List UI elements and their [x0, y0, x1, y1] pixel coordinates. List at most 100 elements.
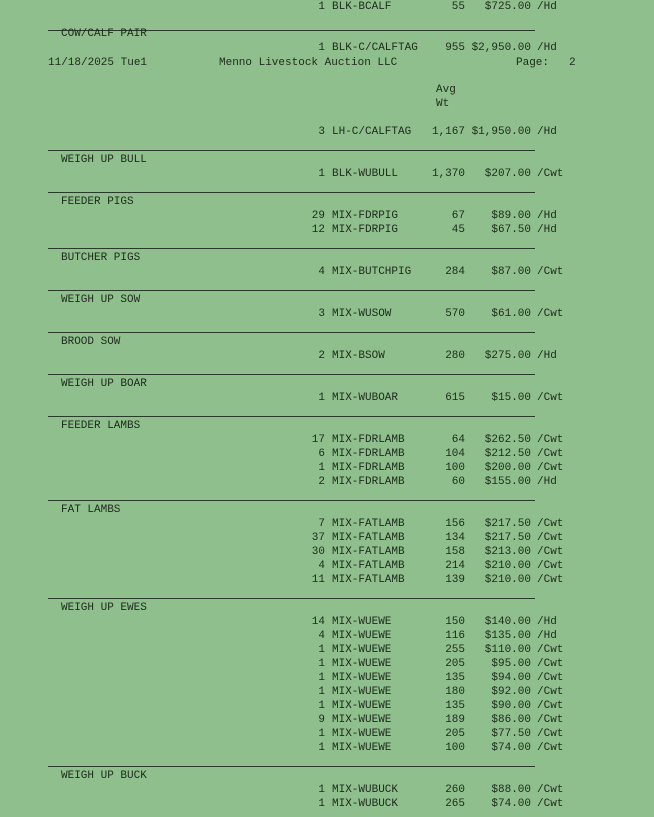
lot-avg-weight: 67: [451, 210, 465, 222]
lot-price: $135.00: [484, 630, 531, 642]
lot-description: MIX-WUEWE: [332, 742, 392, 754]
lot-avg-weight: 955: [445, 42, 465, 54]
lot-unit: /Hd: [537, 1, 557, 13]
section-divider: [48, 30, 535, 31]
lot-avg-weight: 205: [445, 728, 465, 740]
lot-unit: /Cwt: [537, 462, 564, 474]
lot-price: $275.00: [484, 350, 531, 362]
lot-quantity: 1: [318, 644, 325, 656]
lot-avg-weight: 205: [445, 658, 465, 670]
lot-description: BLK-BCALF: [332, 1, 392, 13]
lot-quantity: 1: [318, 462, 325, 474]
section-divider: [48, 766, 535, 767]
lot-unit: /Hd: [537, 42, 557, 54]
lot-avg-weight: 150: [445, 616, 465, 628]
lot-unit: /Hd: [537, 616, 557, 628]
section-divider: [48, 290, 535, 291]
lot-price: $210.00: [484, 560, 531, 572]
lot-avg-weight: 45: [451, 224, 465, 236]
lot-price: $86.00: [491, 714, 531, 726]
lot-unit: /Cwt: [537, 560, 564, 572]
lot-description: MIX-WUEWE: [332, 658, 392, 670]
lot-price: $110.00: [484, 644, 531, 656]
lot-unit: /Cwt: [537, 798, 564, 810]
lot-unit: /Cwt: [537, 168, 564, 180]
section-divider: [48, 500, 535, 501]
lot-description: MIX-WUBOAR: [332, 392, 399, 404]
lot-description: MIX-FATLAMB: [332, 532, 405, 544]
section-title: WEIGH UP SOW: [61, 294, 141, 306]
lot-unit: /Cwt: [537, 700, 564, 712]
lot-price: $67.50: [491, 224, 531, 236]
lot-description: MIX-FDRLAMB: [332, 448, 405, 460]
lot-price: $89.00: [491, 210, 531, 222]
lot-price: $155.00: [484, 476, 531, 488]
lot-description: MIX-FDRLAMB: [332, 476, 405, 488]
lot-quantity: 1: [318, 392, 325, 404]
lot-quantity: 1: [318, 728, 325, 740]
lot-quantity: 4: [318, 630, 325, 642]
lot-avg-weight: 255: [445, 644, 465, 656]
lot-quantity: 7: [318, 518, 325, 530]
lot-description: BLK-C/CALFTAG: [332, 42, 418, 54]
report-date: 11/18/2025 Tue1: [48, 57, 148, 69]
section-title: WEIGH UP BULL: [61, 154, 147, 166]
lot-avg-weight: 265: [445, 798, 465, 810]
lot-quantity: 2: [318, 476, 325, 488]
lot-description: MIX-WUSOW: [332, 308, 392, 320]
section-title: WEIGH UP EWES: [61, 602, 147, 614]
lot-price: $15.00: [491, 392, 531, 404]
lot-avg-weight: 1,370: [431, 168, 465, 180]
lot-avg-weight: 55: [451, 1, 465, 13]
lot-description: MIX-BUTCHPIG: [332, 266, 412, 278]
lot-description: MIX-WUEWE: [332, 616, 392, 628]
lot-quantity: 2: [318, 350, 325, 362]
lot-price: $210.00: [484, 574, 531, 586]
section-title: WEIGH UP BOAR: [61, 378, 147, 390]
lot-unit: /Cwt: [537, 434, 564, 446]
lot-avg-weight: 135: [445, 672, 465, 684]
section-divider: [48, 598, 535, 599]
lot-avg-weight: 570: [445, 308, 465, 320]
lot-avg-weight: 100: [445, 462, 465, 474]
lot-unit: /Cwt: [537, 658, 564, 670]
lot-quantity: 1: [318, 658, 325, 670]
lot-quantity: 4: [318, 266, 325, 278]
lot-price: $87.00: [491, 266, 531, 278]
lot-price: $217.50: [484, 518, 531, 530]
lot-description: MIX-WUEWE: [332, 644, 392, 656]
section-title: FEEDER PIGS: [61, 196, 134, 208]
lot-price: $92.00: [491, 686, 531, 698]
lot-description: LH-C/CALFTAG: [332, 126, 412, 138]
lot-description: MIX-WUEWE: [332, 700, 392, 712]
lot-price: $88.00: [491, 784, 531, 796]
lot-quantity: 9: [318, 714, 325, 726]
lot-price: $1,950.00: [471, 126, 531, 138]
lot-quantity: 37: [311, 532, 325, 544]
lot-description: MIX-WUBUCK: [332, 798, 399, 810]
lot-quantity: 1: [318, 784, 325, 796]
lot-unit: /Cwt: [537, 392, 564, 404]
lot-avg-weight: 134: [445, 532, 465, 544]
lot-unit: /Hd: [537, 126, 557, 138]
lot-unit: /Hd: [537, 210, 557, 222]
lot-avg-weight: 1,167: [431, 126, 465, 138]
lot-price: $217.50: [484, 532, 531, 544]
lot-avg-weight: 260: [445, 784, 465, 796]
section-divider: [48, 374, 535, 375]
lot-unit: /Cwt: [537, 518, 564, 530]
lot-description: MIX-FATLAMB: [332, 560, 405, 572]
lot-avg-weight: 60: [451, 476, 465, 488]
lot-description: MIX-FATLAMB: [332, 518, 405, 530]
lot-description: MIX-WUEWE: [332, 686, 392, 698]
company-name: Menno Livestock Auction LLC: [219, 57, 398, 69]
lot-description: MIX-WUEWE: [332, 672, 392, 684]
lot-avg-weight: 189: [445, 714, 465, 726]
lot-quantity: 29: [311, 210, 325, 222]
section-divider: [48, 192, 535, 193]
lot-description: MIX-FATLAMB: [332, 574, 405, 586]
column-header-wt: Wt: [436, 98, 450, 110]
section-divider: [48, 416, 535, 417]
lot-quantity: 14: [311, 616, 325, 628]
lot-unit: /Cwt: [537, 672, 564, 684]
